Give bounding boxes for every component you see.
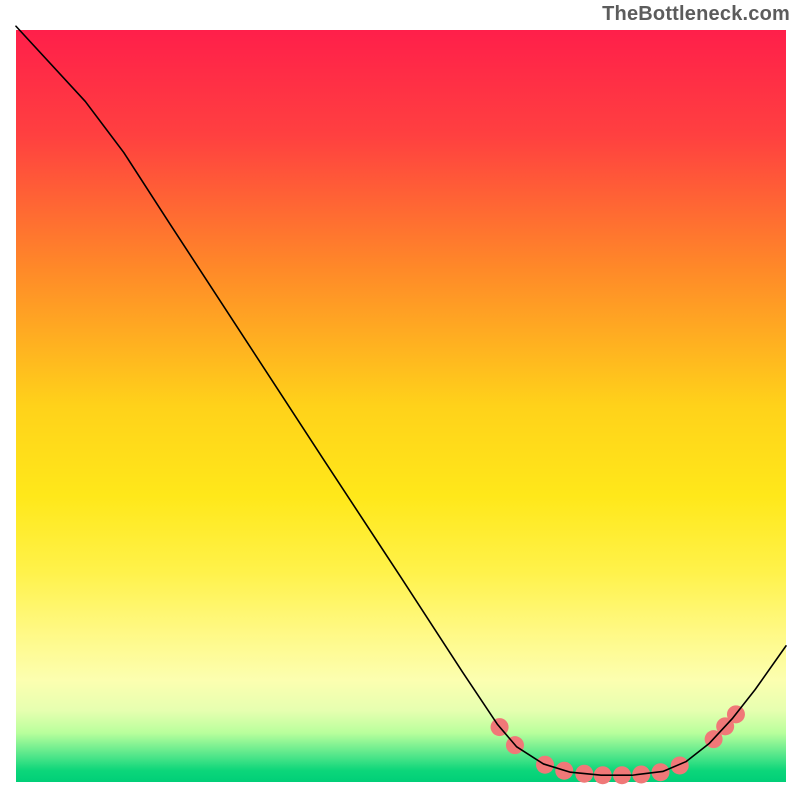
gradient-background [16,30,786,782]
data-marker [671,756,689,774]
chart-svg [0,0,800,800]
watermark-text: TheBottleneck.com [602,3,790,26]
bottleneck-chart: TheBottleneck.com [0,0,800,800]
